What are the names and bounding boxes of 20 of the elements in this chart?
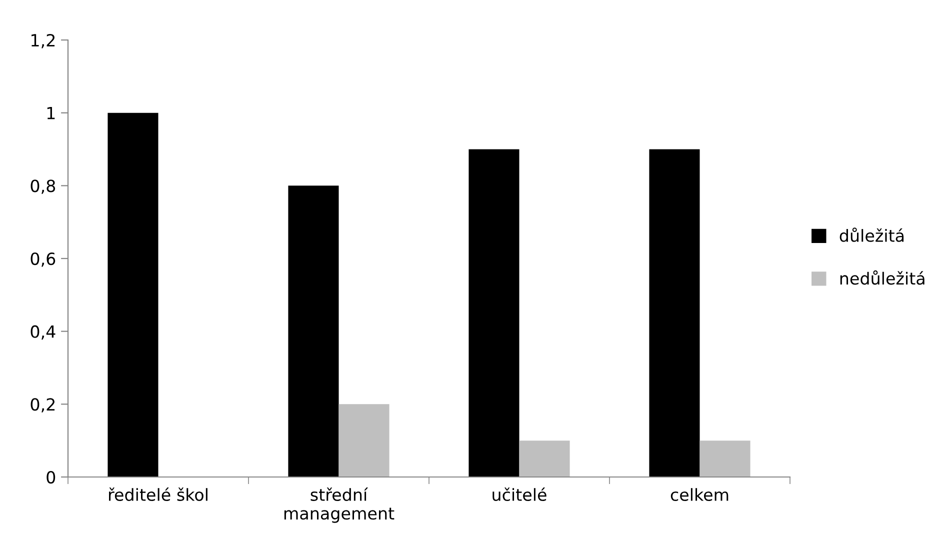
bar (649, 149, 700, 477)
y-tick-label: 0,6 (30, 252, 56, 267)
y-tick-label: 1 (47, 107, 55, 120)
legend-label: nedůležitá (840, 270, 924, 285)
bar (288, 186, 339, 477)
bar (519, 440, 570, 477)
bar (338, 404, 390, 477)
x-tick-label: střední management (284, 487, 394, 523)
x-tick-label: celkem (670, 488, 728, 502)
y-tick-label: 0 (46, 470, 56, 484)
x-tick-label: ředitelé škol (109, 487, 208, 502)
y-tick-label: 0,8 (30, 180, 56, 194)
y-tick-label: 1,2 (32, 34, 55, 48)
legend-label: důležitá (840, 228, 904, 242)
bar (108, 112, 158, 477)
bar (468, 149, 520, 477)
y-tick-label: 0,4 (30, 325, 56, 340)
bar (700, 440, 750, 477)
y-tick-label: 0,2 (30, 398, 55, 412)
x-tick-label: učitelé (492, 487, 546, 502)
